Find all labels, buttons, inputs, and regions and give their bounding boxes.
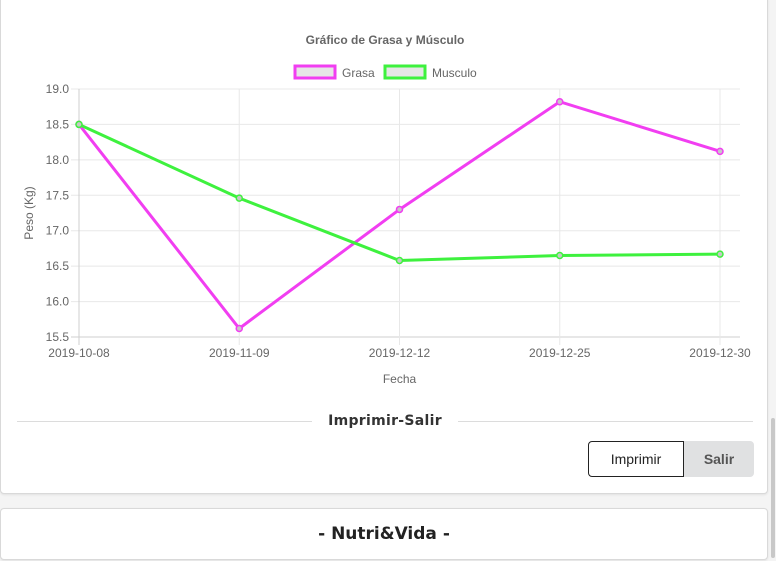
x-tick-label: 2019-12-25 <box>529 346 591 360</box>
x-tick-label: 2019-12-12 <box>369 346 431 360</box>
print-button[interactable]: Imprimir <box>588 441 684 477</box>
x-axis-title: Fecha <box>383 372 417 386</box>
legend-swatch-grasa <box>293 64 337 80</box>
section-divider: Imprimir-Salir <box>17 411 754 431</box>
y-tick-label: 16.0 <box>46 295 70 309</box>
x-tick-label: 2019-10-08 <box>48 346 110 360</box>
divider-line-right <box>457 420 754 422</box>
scrollbar-thumb[interactable] <box>771 418 775 558</box>
y-tick-label: 17.5 <box>46 188 70 202</box>
data-point-musculo <box>556 251 564 260</box>
data-point-grasa <box>716 147 724 156</box>
data-point-grasa <box>395 205 404 214</box>
exit-button[interactable]: Salir <box>684 441 754 477</box>
y-tick-label: 15.5 <box>46 330 70 344</box>
y-tick-label: 19.0 <box>46 82 70 96</box>
data-point-grasa <box>556 98 564 106</box>
footer-title: - Nutri&Vida - <box>318 524 450 544</box>
data-point-musculo <box>235 194 243 202</box>
y-tick-label: 18.0 <box>46 153 70 167</box>
line-chart: Gráfico de Grasa y Músculo Grasa Musculo 19… <box>22 33 751 386</box>
data-point-musculo <box>716 250 724 258</box>
data-point-grasa <box>235 324 243 333</box>
data-point-musculo <box>395 256 404 265</box>
action-button-group: Imprimir Salir <box>588 441 754 477</box>
y-axis-title: Peso (Kg) <box>22 186 36 239</box>
divider-line-left <box>17 420 313 422</box>
chart-card: Gráfico de Grasa y Músculo Grasa Musculo 19… <box>0 0 768 494</box>
scrollbar[interactable] <box>770 0 776 561</box>
y-tick-label: 17.0 <box>46 224 70 238</box>
legend-swatch-musculo <box>383 64 427 80</box>
y-tick-label: 18.5 <box>46 117 70 131</box>
x-tick-label: 2019-11-09 <box>209 346 270 360</box>
chart-title: Gráfico de Grasa y Músculo <box>306 33 465 47</box>
legend-label-musculo: Musculo <box>432 66 477 80</box>
section-title: Imprimir-Salir <box>328 413 442 429</box>
x-tick-label: 2019-12-30 <box>689 346 751 360</box>
legend-label-grasa: Grasa <box>342 66 375 80</box>
y-tick-label: 16.5 <box>46 259 70 273</box>
data-point-musculo <box>75 120 83 129</box>
footer-card: - Nutri&Vida - <box>0 508 768 560</box>
